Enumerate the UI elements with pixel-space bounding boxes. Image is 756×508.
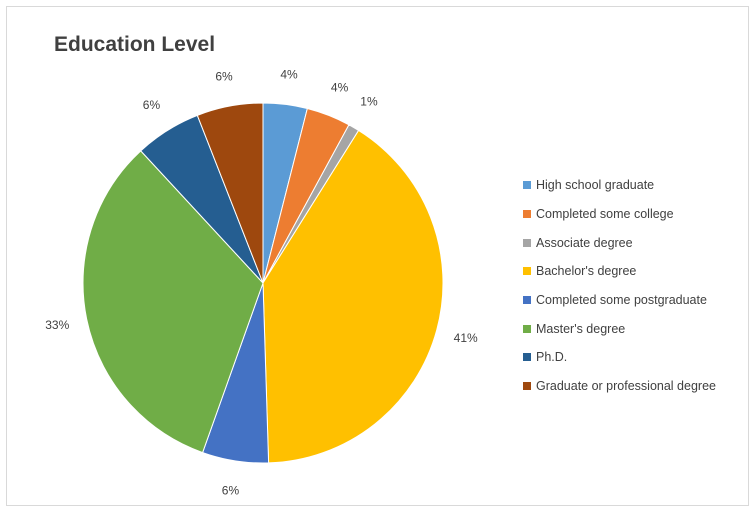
- slice-labels: 4% 4% 1% 41% 6% 33% 6% 6%: [45, 68, 478, 498]
- data-label-6: 6%: [143, 98, 161, 112]
- legend-label-6: Ph.D.: [536, 350, 568, 365]
- legend-item-0: High school graduate: [523, 171, 716, 200]
- legend-swatch-3: [523, 267, 531, 276]
- legend-swatch-7: [523, 382, 531, 391]
- legend-item-1: Completed some college: [523, 200, 716, 229]
- legend-swatch-1: [523, 210, 531, 219]
- legend-swatch-5: [523, 324, 531, 333]
- pie-slice-7: [196, 102, 264, 284]
- legend-item-5: Master's degree: [523, 314, 716, 343]
- legend-swatch-4: [523, 296, 531, 305]
- legend-item-7: Graduate or professional degree: [523, 372, 716, 401]
- pie-slice-5: [82, 150, 264, 454]
- legend-label-2: Associate degree: [536, 235, 633, 250]
- legend-label-0: High school graduate: [536, 178, 655, 193]
- legend-label-1: Completed some college: [536, 207, 674, 222]
- data-label-4: 6%: [222, 483, 240, 497]
- legend-label-7: Graduate or professional degree: [536, 379, 716, 394]
- legend-label-3: Bachelor's degree: [536, 264, 637, 279]
- legend-swatch-2: [523, 238, 531, 247]
- data-label-0: 4%: [280, 68, 298, 82]
- chart-title: Education Level: [54, 33, 216, 56]
- data-label-7: 6%: [215, 70, 233, 84]
- pie-slices: [82, 102, 444, 464]
- data-label-2: 1%: [360, 95, 378, 109]
- legend-swatch-0: [523, 181, 531, 190]
- data-label-1: 4%: [331, 80, 349, 94]
- legend-label-4: Completed some postgraduate: [536, 293, 707, 308]
- legend-swatch-6: [523, 353, 531, 362]
- legend: High school graduate Completed some colle…: [523, 171, 716, 401]
- legend-item-2: Associate degree: [523, 228, 716, 257]
- pie-slice-3: [262, 129, 444, 464]
- legend-label-5: Master's degree: [536, 321, 626, 336]
- data-label-3: 41%: [454, 331, 478, 345]
- legend-item-6: Ph.D.: [523, 343, 716, 372]
- legend-item-3: Bachelor's degree: [523, 257, 716, 286]
- data-label-5: 33%: [45, 318, 69, 332]
- legend-item-4: Completed some postgraduate: [523, 286, 716, 315]
